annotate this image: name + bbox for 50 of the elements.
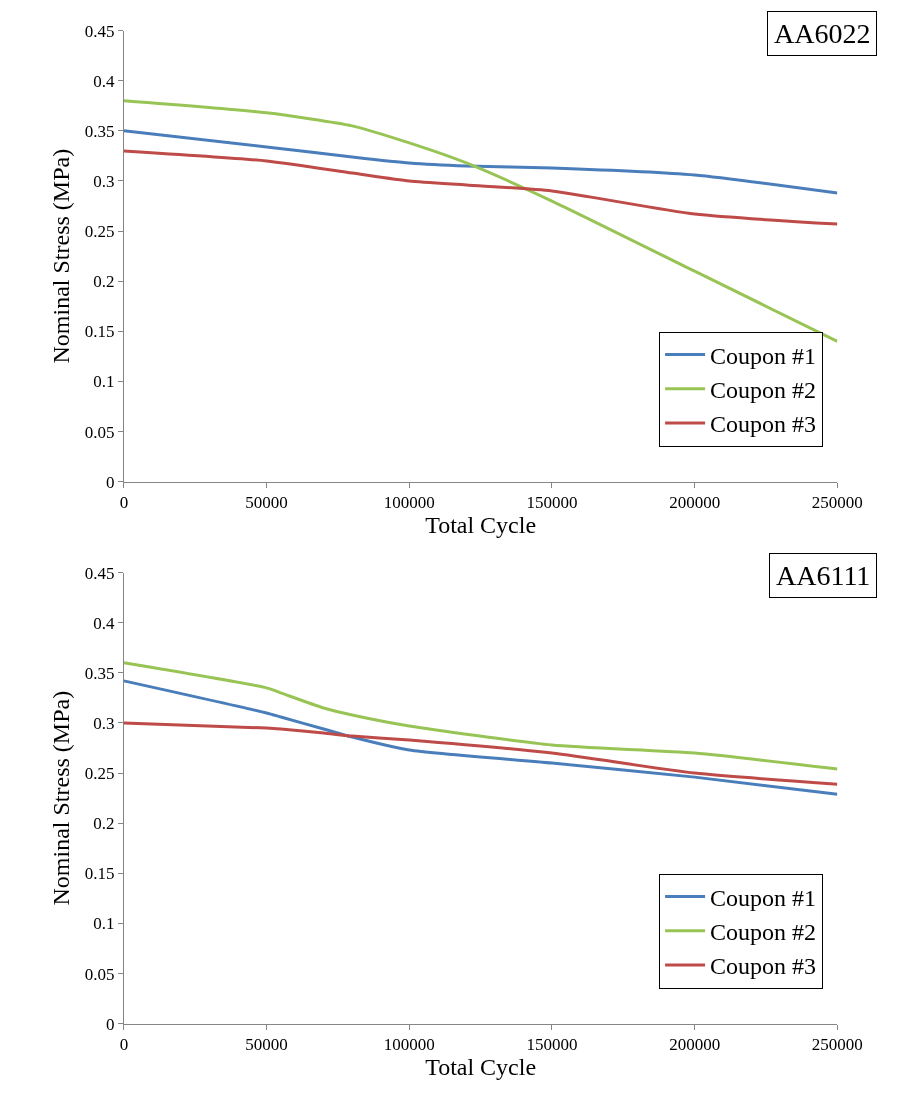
y-tick-label: 0.1	[93, 914, 115, 934]
x-tick-label: 250000	[811, 493, 863, 513]
line-series	[123, 679, 838, 796]
x-tick-label: 100000	[383, 1035, 435, 1055]
legend-label: Coupon #2	[710, 919, 817, 946]
y-tick-label: 0	[105, 1014, 115, 1034]
line-series	[123, 149, 838, 226]
y-tick-label: 0.05	[84, 964, 115, 984]
y-tick-label: 0.15	[84, 322, 115, 342]
y-tick-label: 0	[105, 472, 115, 492]
y-tick-label: 0.3	[93, 171, 115, 191]
x-tick-label: 0	[119, 1035, 129, 1055]
x-axis-title: Total Cycle	[425, 1054, 537, 1081]
y-tick-label: 0.2	[93, 272, 115, 292]
y-tick-label: 0.45	[84, 21, 115, 41]
y-tick-label: 0.3	[93, 713, 115, 733]
line-series	[123, 99, 838, 343]
y-tick-label: 0.45	[84, 563, 115, 583]
y-tick-label: 0.35	[84, 663, 115, 683]
y-tick-label: 0.4	[93, 613, 115, 633]
annotation: AA6022	[774, 18, 871, 49]
annotation: AA6111	[776, 560, 871, 591]
line-series	[123, 721, 838, 786]
x-tick-label: 200000	[669, 493, 721, 513]
y-tick-label: 0.25	[84, 222, 115, 242]
x-tick-label: 0	[119, 493, 129, 513]
x-tick-label: 200000	[669, 1035, 721, 1055]
y-axis-title: Nominal Stress (MPa)	[47, 148, 74, 364]
legend-label: Coupon #1	[710, 342, 817, 369]
x-tick-label: 50000	[245, 493, 288, 513]
y-tick-label: 0.2	[93, 814, 115, 834]
x-axis-title: Total Cycle	[425, 512, 537, 539]
legend-label: Coupon #1	[710, 884, 817, 911]
legend-label: Coupon #2	[710, 377, 817, 404]
y-tick-label: 0.25	[84, 764, 115, 784]
x-tick-label: 100000	[383, 493, 435, 513]
x-tick-label: 50000	[245, 1035, 288, 1055]
line-series	[123, 661, 838, 771]
y-tick-label: 0.05	[84, 422, 115, 442]
x-tick-label: 150000	[526, 1035, 578, 1055]
line-series	[123, 129, 838, 195]
y-tick-label: 0.1	[93, 372, 115, 392]
y-tick-label: 0.15	[84, 864, 115, 884]
y-axis-title: Nominal Stress (MPa)	[47, 690, 74, 906]
legend-label: Coupon #3	[710, 953, 817, 980]
x-tick-label: 250000	[811, 1035, 863, 1055]
legend-label: Coupon #3	[710, 411, 817, 438]
y-tick-label: 0.4	[93, 71, 115, 91]
y-tick-label: 0.35	[84, 121, 115, 141]
x-tick-label: 150000	[526, 493, 578, 513]
